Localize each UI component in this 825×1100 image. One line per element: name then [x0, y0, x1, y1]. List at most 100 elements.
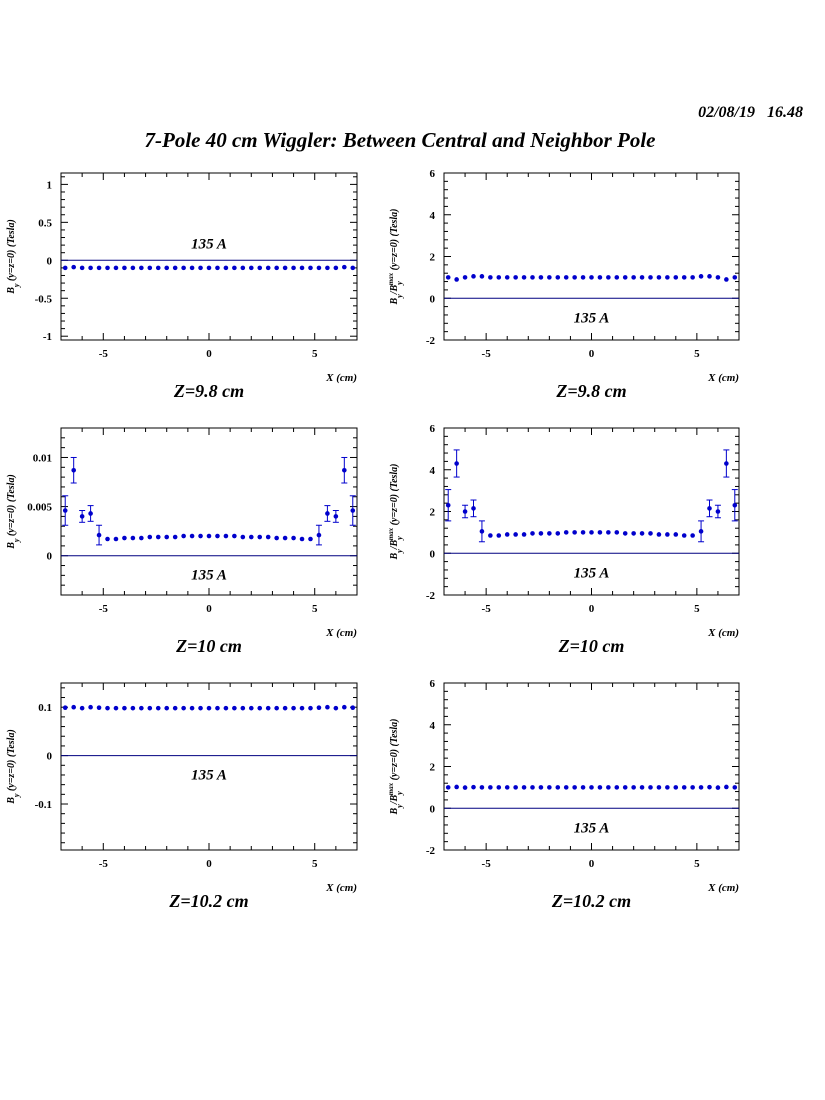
data-point	[181, 265, 186, 271]
data-point	[673, 532, 679, 537]
data-point	[606, 275, 611, 280]
y-tick-label: 2	[430, 252, 436, 264]
data-point	[597, 275, 603, 280]
x-tick-label: 5	[312, 603, 318, 615]
data-point	[308, 265, 313, 271]
panel-caption-middle-left: Z=10 cm	[176, 636, 242, 656]
data-point	[622, 785, 628, 790]
y-tick-label: -1	[43, 331, 52, 343]
data-point	[614, 530, 620, 535]
data-point	[139, 265, 144, 271]
data-point	[299, 536, 305, 542]
y-tick-label: 2	[430, 762, 436, 774]
x-tick-label: -5	[99, 348, 109, 360]
data-point	[648, 531, 653, 536]
data-point	[189, 265, 195, 271]
data-point	[454, 784, 459, 790]
data-point	[223, 705, 229, 711]
data-point	[690, 785, 695, 790]
data-point	[589, 530, 594, 535]
data-point	[308, 536, 313, 542]
y-tick-label: 1	[47, 179, 53, 191]
data-point	[589, 785, 594, 790]
data-point	[631, 785, 636, 790]
chart-panel-middle-right: -5 0 5 -2 0 2 4 6 135 A X (cm) By/Bymax (y=z=0) (T…	[387, 423, 740, 639]
data-point	[707, 274, 712, 279]
panel-caption-top-left: Z=9.8 cm	[173, 381, 245, 401]
data-point	[122, 705, 127, 711]
data-point	[342, 467, 347, 473]
data-point	[79, 705, 85, 711]
data-point	[462, 275, 468, 280]
data-point	[282, 535, 288, 541]
data-point	[631, 531, 636, 536]
time: 16.48	[767, 104, 803, 121]
data-point	[265, 534, 271, 540]
data-point	[665, 785, 670, 790]
y-tick-label: 4	[430, 210, 436, 222]
data-point	[71, 467, 76, 473]
data-point	[530, 785, 535, 790]
data-point	[622, 531, 628, 536]
data-point	[155, 534, 161, 540]
data-point	[656, 275, 662, 280]
data-point	[639, 531, 645, 536]
x-axis-label: X (cm)	[707, 627, 739, 639]
x-tick-label: 5	[694, 603, 700, 615]
data-point	[462, 509, 468, 514]
data-point	[342, 264, 347, 270]
data-point	[139, 705, 144, 711]
y-axis-label: By (y=z=0) (Tesla)	[6, 729, 21, 805]
x-tick-label: 0	[589, 603, 595, 615]
data-point	[665, 275, 670, 280]
data-point	[698, 274, 704, 279]
data-point	[513, 532, 518, 537]
data-point	[248, 705, 254, 711]
data-point	[240, 705, 246, 711]
data-point	[513, 785, 518, 790]
data-point	[130, 535, 136, 541]
page-title: 7-Pole 40 cm Wiggler: Between Central an…	[144, 128, 656, 152]
x-tick-label: 5	[694, 348, 700, 360]
current-annotation: 135 A	[574, 820, 610, 836]
data-point	[681, 533, 687, 538]
data-point	[88, 265, 93, 271]
data-point	[333, 514, 339, 519]
data-point	[681, 785, 687, 790]
data-point	[471, 784, 476, 790]
data-point	[690, 533, 695, 538]
data-point	[172, 705, 178, 711]
chart-panel-bottom-left: -5 0 5 -0.1 0 0.1 135 A X (cm) By (y=z=0) (Tesla…	[6, 682, 358, 894]
data-point	[71, 704, 76, 710]
panel-caption-top-right: Z=9.8 cm	[556, 381, 627, 401]
data-point	[189, 533, 195, 539]
data-point	[488, 785, 493, 790]
data-point	[614, 275, 620, 280]
data-point	[62, 705, 68, 710]
y-tick-label: 6	[430, 678, 436, 690]
data-point	[715, 785, 721, 790]
x-tick-label: -5	[482, 348, 492, 360]
y-tick-label: 0.5	[38, 217, 52, 229]
data-point	[299, 705, 305, 711]
data-point	[316, 705, 322, 710]
data-point	[698, 785, 704, 790]
y-tick-label: 0	[47, 255, 53, 267]
data-point	[88, 704, 93, 710]
data-point	[665, 532, 670, 537]
data-point	[471, 274, 476, 279]
current-annotation: 135 A	[574, 310, 610, 326]
data-point	[732, 502, 738, 508]
data-point	[606, 785, 611, 790]
data-point	[257, 705, 263, 711]
data-point	[105, 536, 110, 542]
data-point	[257, 534, 263, 540]
y-tick-label: 0	[430, 548, 436, 560]
data-point	[147, 705, 153, 711]
data-point	[155, 265, 161, 271]
data-point	[496, 785, 502, 790]
data-point	[215, 533, 220, 539]
chart-panel-top-left: -5 0 5 -1 -0.5 0 0.5 1 135 A X (cm) By (y=z=0) (Te…	[6, 172, 358, 384]
data-point	[555, 531, 561, 536]
